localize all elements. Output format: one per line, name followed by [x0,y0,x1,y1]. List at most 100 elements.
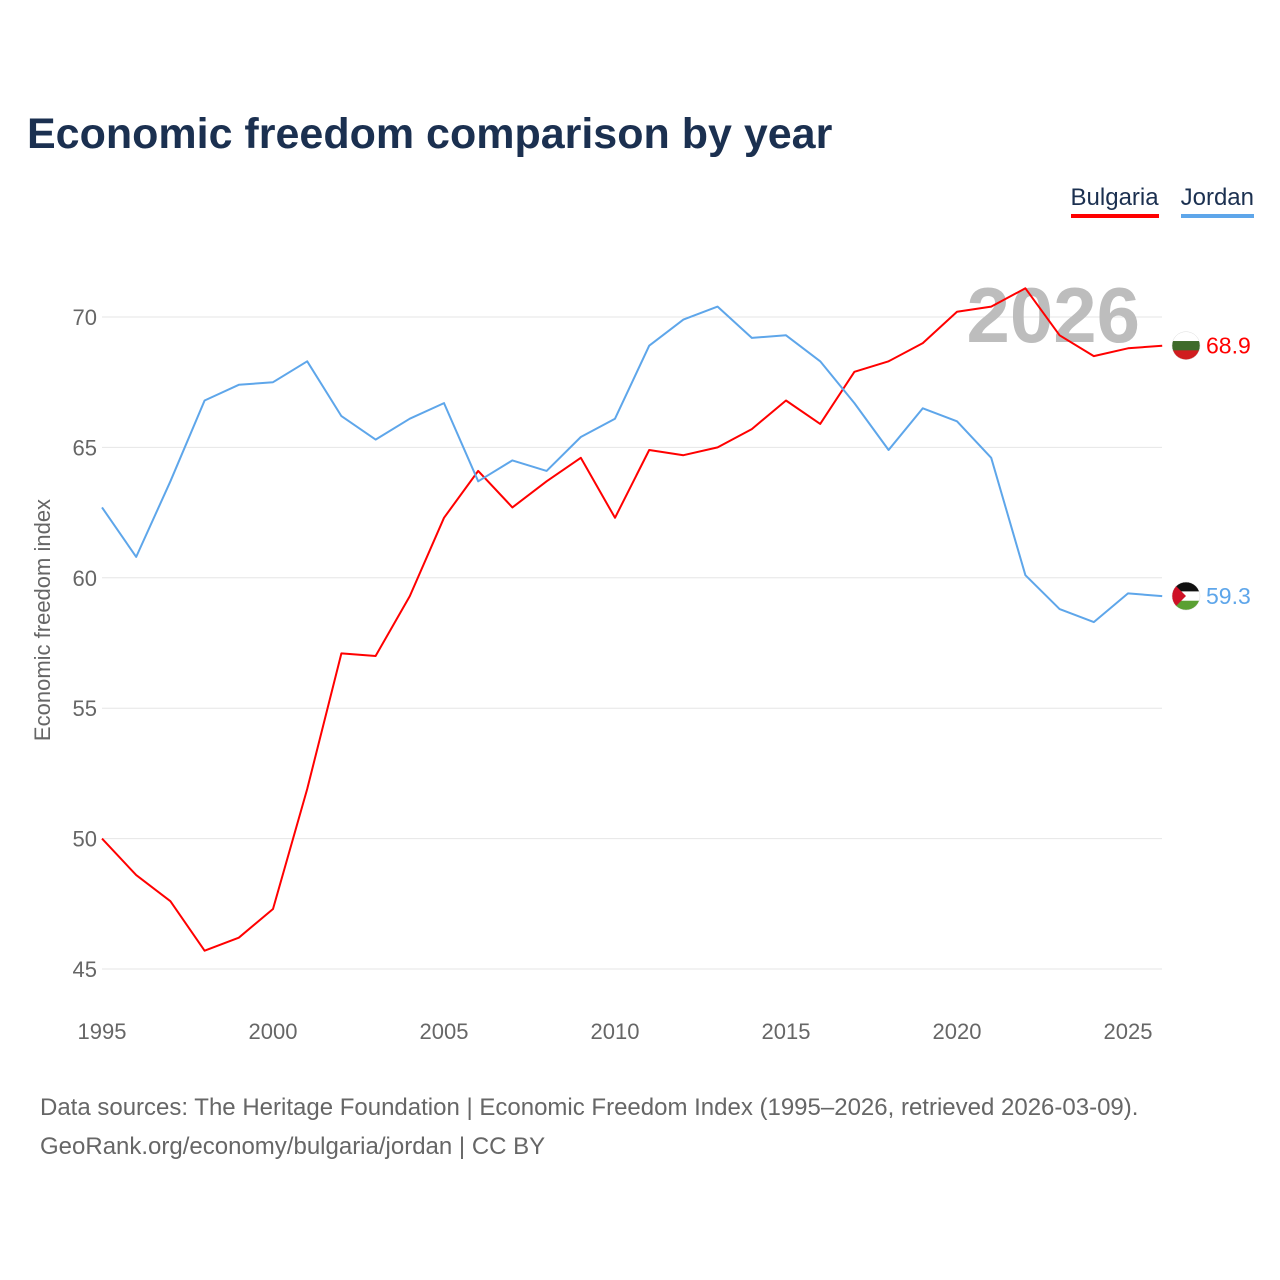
year-watermark: 2026 [966,271,1140,359]
x-tick-label: 2020 [933,1019,982,1044]
data-point [851,369,857,375]
data-point [886,447,892,453]
data-point [851,400,857,406]
series-line-bulgaria [101,287,1163,952]
legend: Bulgaria Jordan [1070,184,1254,218]
data-point [749,335,755,341]
end-value-label-bulgaria: 68.9 [1206,333,1251,359]
y-tick-label: 60 [73,566,97,591]
footer-sources: Data sources: The Heritage Foundation | … [40,1094,1139,1121]
x-tick-label: 1995 [78,1019,127,1044]
flag-stripe [1172,341,1200,351]
flag-stripe [1172,582,1200,592]
flag-border [1171,581,1201,611]
flag-stripe [1172,591,1200,602]
data-point [1057,332,1063,338]
data-point [1159,343,1165,349]
data-point [441,515,447,521]
y-axis-label: Economic freedom index [30,499,55,741]
data-point [99,504,105,510]
data-point [407,416,413,422]
data-point [954,309,960,315]
data-point [680,452,686,458]
y-tick-label: 45 [73,957,97,982]
data-point [167,898,173,904]
data-point [133,554,139,560]
data-point [578,455,584,461]
data-point [920,340,926,346]
data-point [202,948,208,954]
data-point [1125,590,1131,596]
data-point [783,332,789,338]
data-point [646,447,652,453]
data-point [202,397,208,403]
data-point [1159,593,1165,599]
series-line-jordan [101,305,1163,624]
data-point [338,413,344,419]
data-point [544,468,550,474]
data-point [167,478,173,484]
data-point [715,304,721,310]
footer: Data sources: The Heritage Foundation | … [40,1088,1138,1166]
data-point [1022,285,1028,291]
data-point [475,468,481,474]
x-tick-label: 2010 [591,1019,640,1044]
data-point [1091,353,1097,359]
data-point [544,478,550,484]
flag-stripe [1172,331,1200,342]
data-point [680,317,686,323]
flag-stripe [1172,350,1200,360]
data-point [407,593,413,599]
data-point [886,358,892,364]
data-point [373,437,379,443]
data-point [988,455,994,461]
chart-title: Economic freedom comparison by year [27,110,833,158]
flag-triangle [1172,582,1186,611]
data-point [1091,619,1097,625]
data-point [509,504,515,510]
end-value-label-jordan: 59.3 [1206,583,1251,609]
y-tick-label: 65 [73,435,97,460]
data-point [304,786,310,792]
data-point [612,416,618,422]
data-point [270,906,276,912]
data-point [783,397,789,403]
x-tick-label: 2000 [249,1019,298,1044]
data-point [509,457,515,463]
y-tick-label: 50 [73,827,97,852]
data-point [817,421,823,427]
data-point [373,653,379,659]
data-point [441,400,447,406]
data-point [715,444,721,450]
data-point [236,935,242,941]
data-point [1022,572,1028,578]
data-point [954,418,960,424]
data-point [133,872,139,878]
y-tick-label: 55 [73,696,97,721]
data-point [988,304,994,310]
flag-stripe [1172,600,1200,611]
data-point [578,434,584,440]
flag-icon-jordan [1171,581,1201,611]
data-point [338,650,344,656]
data-point [920,405,926,411]
data-point [612,515,618,521]
data-point [270,379,276,385]
footer-attribution[interactable]: GeoRank.org/economy/bulgaria/jordan | CC… [40,1133,546,1160]
data-point [1057,606,1063,612]
data-point [99,836,105,842]
data-point [749,426,755,432]
data-point [1125,345,1131,351]
data-point [817,358,823,364]
data-point [236,382,242,388]
x-tick-label: 2015 [762,1019,811,1044]
flag-border [1171,331,1201,360]
y-tick-label: 70 [73,305,97,330]
x-tick-label: 2025 [1104,1019,1153,1044]
x-tick-label: 2005 [420,1019,469,1044]
legend-item-bulgaria[interactable]: Bulgaria [1070,184,1159,218]
flag-icon-bulgaria [1171,331,1201,360]
legend-item-jordan[interactable]: Jordan [1180,184,1254,218]
data-point [646,343,652,349]
